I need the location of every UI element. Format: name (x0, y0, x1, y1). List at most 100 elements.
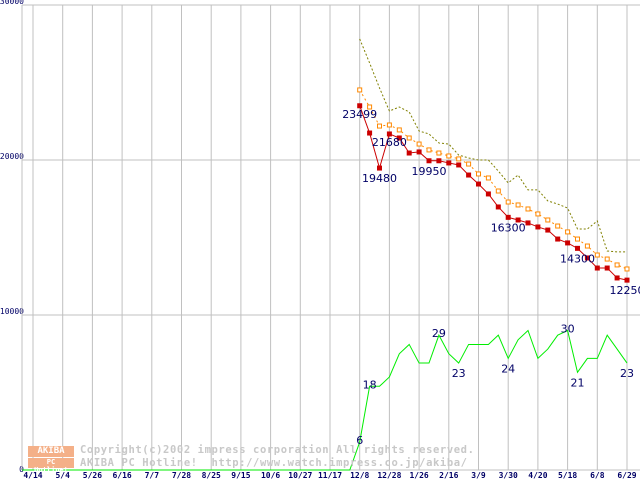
min_price-point (545, 227, 551, 233)
avg_price-point (386, 122, 392, 128)
x-tick-label: 4/14 (23, 471, 42, 480)
avg_price-point (436, 150, 442, 156)
min_price-point (525, 220, 531, 226)
avg_price-point (545, 217, 551, 223)
y-tick-label: 30000 (0, 0, 24, 6)
avg_price-point (456, 156, 462, 162)
min_price-point (505, 214, 511, 220)
x-tick-label: 7/28 (172, 471, 191, 480)
min_price-point (396, 135, 402, 141)
data-label: 21680 (372, 136, 407, 149)
x-tick-label: 6/8 (590, 471, 605, 480)
min_price-point (476, 181, 481, 187)
min_price-point (406, 150, 412, 156)
data-label: 16300 (491, 221, 526, 234)
avg_price-point (495, 188, 501, 194)
min_price-point (555, 236, 561, 242)
data-label: 19950 (412, 165, 447, 178)
min_price-point (594, 265, 600, 271)
min_price-point (436, 158, 442, 164)
data-label: 18 (363, 378, 377, 391)
x-tick-label: 10/6 (261, 471, 280, 480)
avg_price-point (594, 252, 600, 258)
avg_price-point (515, 202, 521, 208)
min_price-point (446, 160, 452, 166)
avg_price-point (584, 243, 590, 249)
min_price-point (495, 204, 501, 210)
x-tick-label: 6/29 (617, 471, 636, 480)
data-label: 23 (620, 367, 634, 380)
x-tick-label: 3/9 (471, 471, 486, 480)
data-label: 30 (561, 323, 575, 336)
data-label: 23 (452, 367, 466, 380)
min_price-point (565, 240, 571, 246)
avg_price-point (535, 211, 541, 217)
avg_price-point (555, 223, 561, 229)
akiba-logo: AKIBA (28, 446, 74, 457)
min_price-point (604, 265, 610, 271)
min_price-point (466, 172, 472, 178)
avg_price-point (476, 171, 481, 177)
data-label: 29 (432, 327, 446, 340)
min_price-point (416, 149, 422, 155)
avg_price-point (377, 123, 382, 129)
avg_price-point (466, 161, 472, 167)
min_price-point (485, 191, 491, 197)
avg_price-point (396, 127, 402, 133)
y-tick-label: 20000 (0, 152, 24, 161)
x-tick-label: 2/16 (439, 471, 458, 480)
avg_price-point (525, 206, 531, 212)
y-tick-label: 10000 (0, 307, 24, 316)
avg_price-point (614, 262, 620, 268)
copyright-text: Copyright(c)2002 impress corporation All… (80, 444, 475, 456)
min_price-point (377, 165, 382, 171)
avg_price-line (359, 89, 628, 270)
x-tick-label: 6/16 (112, 471, 131, 480)
avg_price-point (624, 266, 630, 272)
data-label: 12250 (610, 284, 640, 297)
x-tick-label: 4/20 (528, 471, 547, 480)
x-tick-label: 12/8 (350, 471, 369, 480)
x-tick-label: 11/17 (318, 471, 342, 480)
avg_price-point (406, 135, 412, 141)
min_price-point (515, 217, 521, 223)
avg_price-point (367, 104, 373, 110)
min_price-point (614, 275, 620, 281)
data-label: 21 (571, 376, 585, 389)
x-tick-label: 5/18 (558, 471, 577, 480)
min_price-point (575, 245, 580, 251)
min_price-point (357, 103, 363, 109)
min_price-point (535, 224, 541, 230)
min_price-line (359, 105, 628, 281)
x-tick-label: 12/28 (377, 471, 401, 480)
akiba-logo-sub: PC Hotline! (28, 458, 74, 474)
site-url-text: AKIBA PC Hotline! http://www.watch.impre… (80, 457, 468, 469)
shop_count-line (22, 329, 628, 471)
min_price-point (367, 130, 373, 136)
data-label: 6 (356, 434, 363, 447)
min_price-point (624, 277, 630, 283)
x-tick-label: 1/26 (409, 471, 428, 480)
x-tick-label: 10/27 (288, 471, 312, 480)
avg_price-point (357, 87, 363, 93)
min_price-point (584, 255, 590, 261)
avg_price-point (426, 147, 432, 153)
min_price-point (456, 162, 462, 168)
avg_price-point (485, 175, 491, 181)
x-tick-label: 5/26 (83, 471, 102, 480)
avg_price-point (416, 141, 422, 147)
data-label: 24 (501, 362, 515, 375)
data-label: 14300 (560, 252, 595, 265)
data-label: 19480 (362, 172, 397, 185)
avg_price-point (604, 256, 610, 262)
data-label: 23499 (342, 108, 377, 121)
min_price-point (426, 158, 432, 164)
x-tick-label: 3/30 (499, 471, 518, 480)
avg_price-point (505, 199, 511, 205)
x-tick-label: 5/4 (55, 471, 70, 480)
x-tick-label: 8/25 (202, 471, 221, 480)
avg_price-point (575, 236, 580, 242)
min_price-point (386, 131, 392, 137)
x-tick-label: 7/7 (145, 471, 160, 480)
